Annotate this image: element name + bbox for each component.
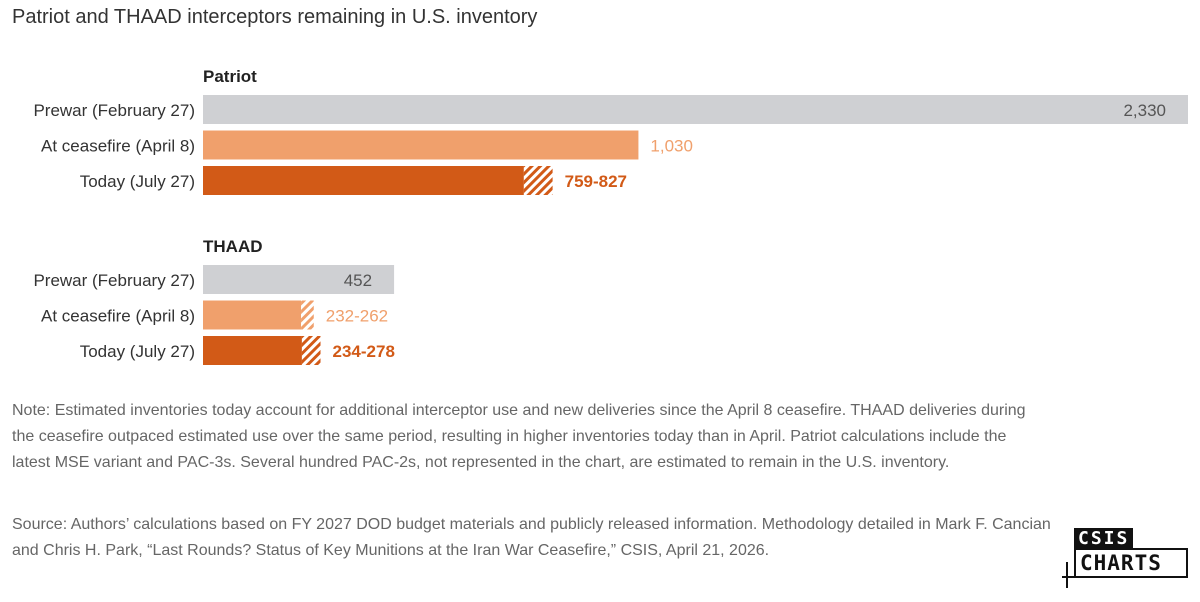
bar-ceasefire	[203, 300, 302, 330]
category-label: At ceasefire (April 8)	[41, 137, 195, 156]
bar-range-today	[523, 166, 553, 195]
group-title-thaad: THAAD	[203, 237, 263, 256]
data-label-prewar: 2,330	[1123, 101, 1166, 120]
bar-chart: Patriot Prewar (February 27) 2,330 At cease…	[33, 67, 1188, 365]
logo-charts-text: CHARTS	[1080, 551, 1162, 575]
data-label-ceasefire: 232-262	[326, 307, 388, 326]
data-label-today: 234-278	[333, 342, 395, 361]
category-label: Today (July 27)	[80, 342, 195, 361]
bar-prewar	[203, 265, 395, 294]
logo-corner-mark	[1062, 576, 1076, 578]
category-label: Prewar (February 27)	[33, 101, 195, 120]
chart-source: Source: Authors’ calculations based on F…	[12, 516, 1051, 559]
data-label-prewar: 452	[344, 271, 372, 290]
logo-corner-mark	[1066, 562, 1068, 588]
category-label: Prewar (February 27)	[33, 271, 195, 290]
category-label: Today (July 27)	[80, 172, 195, 191]
bar-range-today	[301, 336, 321, 365]
csis-charts-logo: CSIS CHARTS	[1062, 528, 1192, 588]
logo-csis-text: CSIS	[1074, 528, 1134, 550]
bar-today	[203, 336, 302, 365]
chart-title: Patriot and THAAD interceptors remaining…	[12, 6, 538, 28]
bar-today	[203, 166, 524, 195]
logo-box	[1074, 548, 1188, 578]
bar-range-ceasefire	[301, 300, 314, 330]
bar-ceasefire	[203, 130, 639, 160]
bar-prewar	[203, 95, 1188, 124]
chart-note: Note: Estimated inventories today accoun…	[12, 402, 1026, 471]
data-label-ceasefire: 1,030	[650, 137, 693, 156]
group-title-patriot: Patriot	[203, 67, 257, 86]
data-label-today: 759-827	[565, 172, 627, 191]
category-label: At ceasefire (April 8)	[41, 307, 195, 326]
